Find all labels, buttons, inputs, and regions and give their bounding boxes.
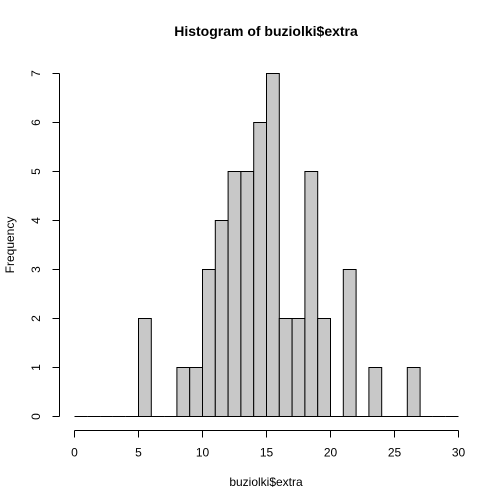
histogram-bar [253, 122, 267, 417]
histogram-bar [317, 318, 332, 417]
x-tick-label: 25 [388, 446, 402, 460]
histogram-bar [304, 171, 319, 417]
y-axis-label: Frequency [3, 217, 17, 274]
y-tick-label: 1 [29, 364, 43, 371]
histogram-bar [176, 367, 191, 417]
histogram-bar [189, 367, 203, 417]
bars-group [74, 73, 459, 417]
histogram-bar [278, 318, 293, 417]
histogram-bar [227, 171, 242, 417]
histogram-bar [240, 171, 255, 417]
x-tick-label: 30 [452, 446, 466, 460]
histogram-bar [214, 220, 229, 417]
y-axis: 0 1 2 3 4 5 6 7 [29, 70, 60, 420]
histogram-bar [202, 269, 216, 417]
x-tick-label: 20 [324, 446, 338, 460]
histogram-bar [406, 367, 421, 417]
y-tick-label: 7 [29, 70, 43, 77]
y-tick-label: 4 [29, 217, 43, 224]
x-tick-label: 0 [71, 446, 78, 460]
y-tick-label: 3 [29, 266, 43, 273]
x-axis-label: buziolki$extra [229, 475, 303, 489]
x-tick-label: 15 [260, 446, 274, 460]
chart-title: Histogram of buziolki$extra [174, 23, 358, 39]
x-tick-label: 10 [196, 446, 210, 460]
y-tick-label: 6 [29, 119, 43, 126]
histogram-bar [138, 318, 152, 417]
histogram-bar [266, 73, 280, 417]
histogram-bar [342, 269, 357, 417]
histogram-bar [368, 367, 383, 417]
x-axis: 0 5 10 15 20 25 30 [71, 430, 466, 460]
y-tick-label: 0 [29, 413, 43, 420]
y-tick-label: 5 [29, 168, 43, 175]
y-tick-label: 2 [29, 315, 43, 322]
x-tick-label: 5 [135, 446, 142, 460]
histogram-bar [291, 318, 306, 417]
